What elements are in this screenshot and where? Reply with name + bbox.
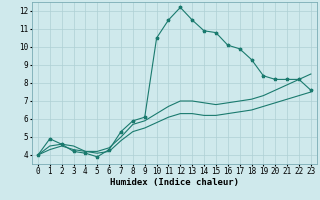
X-axis label: Humidex (Indice chaleur): Humidex (Indice chaleur) — [110, 178, 239, 187]
